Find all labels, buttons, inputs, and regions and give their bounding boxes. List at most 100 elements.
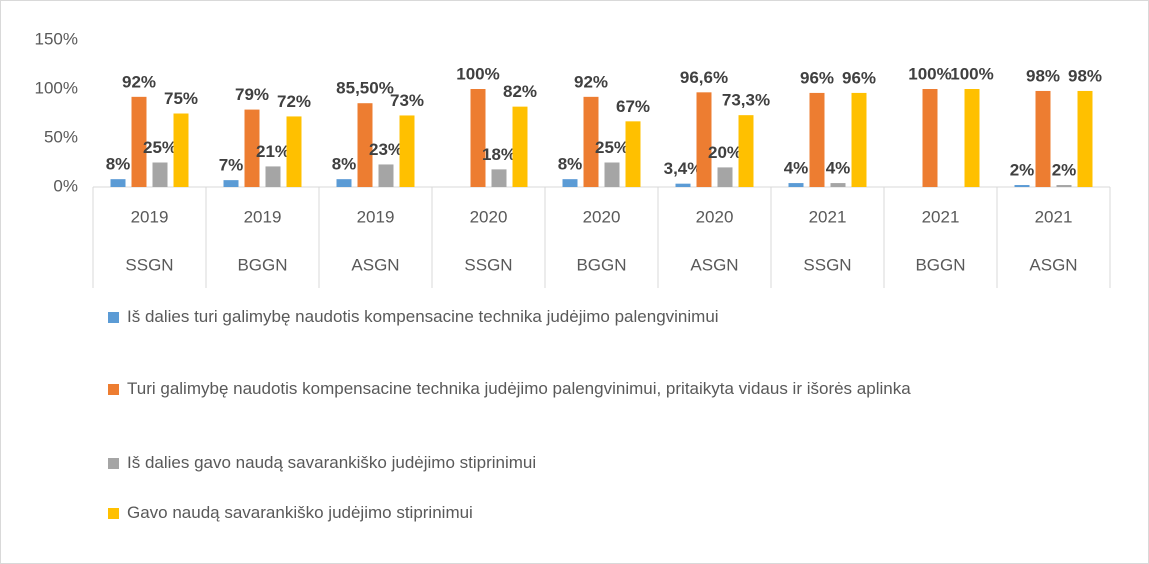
x-tick-label: BGGN (576, 255, 626, 274)
bar (788, 183, 804, 187)
bar (152, 162, 168, 187)
data-label: 4% (784, 159, 809, 178)
data-label: 92% (122, 72, 156, 91)
bar (512, 106, 528, 187)
data-label: 98% (1026, 66, 1060, 85)
legend-swatch (108, 384, 119, 395)
legend-label: Iš dalies turi galimybę naudotis kompens… (127, 307, 719, 326)
data-label: 100% (456, 64, 499, 83)
x-tick-label: 2020 (583, 207, 621, 226)
x-tick-label: ASGN (690, 255, 738, 274)
bar (696, 92, 712, 187)
legend-item: Iš dalies gavo naudą savarankiško judėji… (108, 451, 1117, 475)
data-label: 73% (390, 91, 424, 110)
y-tick-label: 0% (53, 176, 78, 195)
bar (378, 164, 394, 187)
data-label: 21% (256, 142, 290, 161)
data-label: 100% (950, 64, 993, 83)
bar (286, 116, 302, 187)
bar (851, 92, 867, 187)
bar (625, 121, 641, 187)
y-tick-label: 100% (35, 78, 78, 97)
x-tick-label: ASGN (1029, 255, 1077, 274)
data-label: 7% (219, 156, 244, 175)
data-label: 23% (369, 140, 403, 159)
y-tick-label: 150% (35, 29, 78, 48)
data-label: 20% (708, 143, 742, 162)
x-tick-label: SSGN (125, 255, 173, 274)
bar (604, 162, 620, 187)
bar (1056, 185, 1072, 187)
bar (357, 103, 373, 187)
x-tick-label: ASGN (351, 255, 399, 274)
bar (738, 115, 754, 187)
x-tick-label: SSGN (803, 255, 851, 274)
bar (922, 89, 938, 187)
x-tick-label: 2020 (696, 207, 734, 226)
data-label: 25% (595, 138, 629, 157)
legend-label: Iš dalies gavo naudą savarankiško judėji… (127, 453, 537, 472)
bar (244, 109, 260, 187)
x-tick-label: BGGN (237, 255, 287, 274)
x-tick-label: 2019 (357, 207, 395, 226)
x-tick-label: 2019 (131, 207, 169, 226)
data-label: 8% (106, 155, 131, 174)
x-tick-label: SSGN (464, 255, 512, 274)
data-label: 85,50% (336, 79, 394, 98)
bar (110, 179, 126, 187)
legend-swatch (108, 312, 119, 323)
y-tick-label: 50% (44, 127, 78, 146)
legend-swatch (108, 508, 119, 519)
bar (964, 89, 980, 187)
bar (399, 115, 415, 187)
bar (470, 89, 486, 187)
legend-item: Gavo naudą savarankiško judėjimo stiprin… (108, 501, 1117, 525)
bar (173, 113, 189, 187)
x-tick-label: 2021 (1035, 207, 1073, 226)
data-label: 98% (1068, 66, 1102, 85)
data-label: 79% (235, 85, 269, 104)
bar (562, 179, 578, 187)
data-label: 82% (503, 82, 537, 101)
x-tick-label: 2019 (244, 207, 282, 226)
data-label: 75% (164, 89, 198, 108)
bar (1035, 90, 1051, 187)
bar (223, 180, 239, 187)
data-label: 8% (332, 155, 357, 174)
x-tick-label: BGGN (915, 255, 965, 274)
data-label: 8% (558, 155, 583, 174)
data-label: 3,4% (664, 159, 703, 178)
bar (336, 179, 352, 187)
bar (717, 167, 733, 187)
data-label: 100% (908, 64, 951, 83)
x-tick-label: 2021 (809, 207, 847, 226)
legend-label: Gavo naudą savarankiško judėjimo stiprin… (127, 503, 473, 522)
data-label: 96,6% (680, 68, 728, 87)
data-label: 2% (1052, 161, 1077, 180)
data-label: 96% (842, 68, 876, 87)
x-tick-label: 2021 (922, 207, 960, 226)
x-tick-label: 2020 (470, 207, 508, 226)
data-label: 25% (143, 138, 177, 157)
legend-item: Turi galimybę naudotis kompensacine tech… (108, 377, 1117, 401)
data-label: 96% (800, 68, 834, 87)
bar (265, 166, 281, 187)
bar (131, 96, 147, 187)
data-label: 4% (826, 159, 851, 178)
bar (583, 96, 599, 187)
bar (1077, 90, 1093, 187)
bar (809, 92, 825, 187)
data-label: 72% (277, 92, 311, 111)
bar (491, 169, 507, 187)
data-label: 73,3% (722, 91, 770, 110)
legend-swatch (108, 458, 119, 469)
bar (830, 183, 846, 187)
data-label: 2% (1010, 161, 1035, 180)
legend-item: Iš dalies turi galimybę naudotis kompens… (108, 305, 1117, 329)
bar (1014, 185, 1030, 187)
bar (675, 183, 691, 187)
data-label: 92% (574, 72, 608, 91)
data-label: 67% (616, 97, 650, 116)
